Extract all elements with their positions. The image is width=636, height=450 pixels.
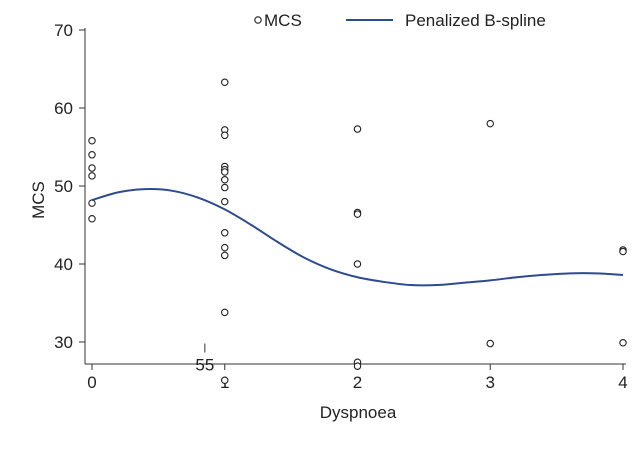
annotation-layer: 55: [195, 343, 214, 375]
legend: MCS Penalized B-spline: [254, 11, 546, 30]
mcs-point: [221, 251, 229, 260]
x-tick-label: 2: [353, 373, 362, 392]
y-tick-label: 40: [54, 255, 73, 274]
mcs-point: [221, 78, 229, 87]
mcs-point: [221, 376, 229, 384]
x-tick-label: 0: [87, 373, 96, 392]
mcs-point: [221, 229, 229, 237]
mcs-point: [221, 197, 229, 206]
mcs-point: [353, 260, 362, 268]
x-tick-label: 3: [486, 373, 495, 392]
x-tick-label: 4: [618, 373, 627, 392]
spline-layer: [91, 188, 624, 287]
y-tick-label: 30: [54, 333, 73, 352]
mcs-point: [221, 131, 229, 140]
legend-mcs-label: MCS: [264, 11, 302, 30]
tick-group: 012343040506070: [54, 21, 628, 392]
mcs-point: [88, 199, 96, 207]
mcs-point: [353, 362, 362, 370]
mcs-point: [619, 247, 627, 256]
data-points: [88, 78, 627, 384]
x-axis-title: Dyspnoea: [320, 403, 397, 422]
mcs-point: [221, 308, 229, 317]
spline-line: [91, 188, 624, 287]
mcs-point: [353, 210, 362, 218]
mcs-point: [88, 164, 96, 172]
mcs-point: [221, 243, 229, 252]
mcs-point: [88, 137, 96, 145]
mcs-point: [353, 125, 362, 133]
mcs-point: [486, 119, 494, 128]
mcs-point: [486, 339, 494, 348]
mcs-point: [88, 151, 96, 159]
y-axis-title: MCS: [29, 181, 48, 219]
y-tick-label: 60: [54, 99, 73, 118]
mcs-point: [221, 168, 229, 176]
mcs-point: [88, 215, 96, 223]
axes: [84, 28, 626, 365]
legend-spline-label: Penalized B-spline: [405, 11, 546, 30]
y-tick-label: 70: [54, 21, 73, 40]
annotation-label: 55: [195, 356, 214, 375]
mcs-point: [88, 172, 96, 180]
y-tick-label: 50: [54, 177, 73, 196]
mcs-point: [221, 183, 229, 192]
mcs-point: [619, 339, 627, 347]
mcs-point: [221, 176, 229, 184]
legend-mcs-marker: [254, 16, 262, 24]
